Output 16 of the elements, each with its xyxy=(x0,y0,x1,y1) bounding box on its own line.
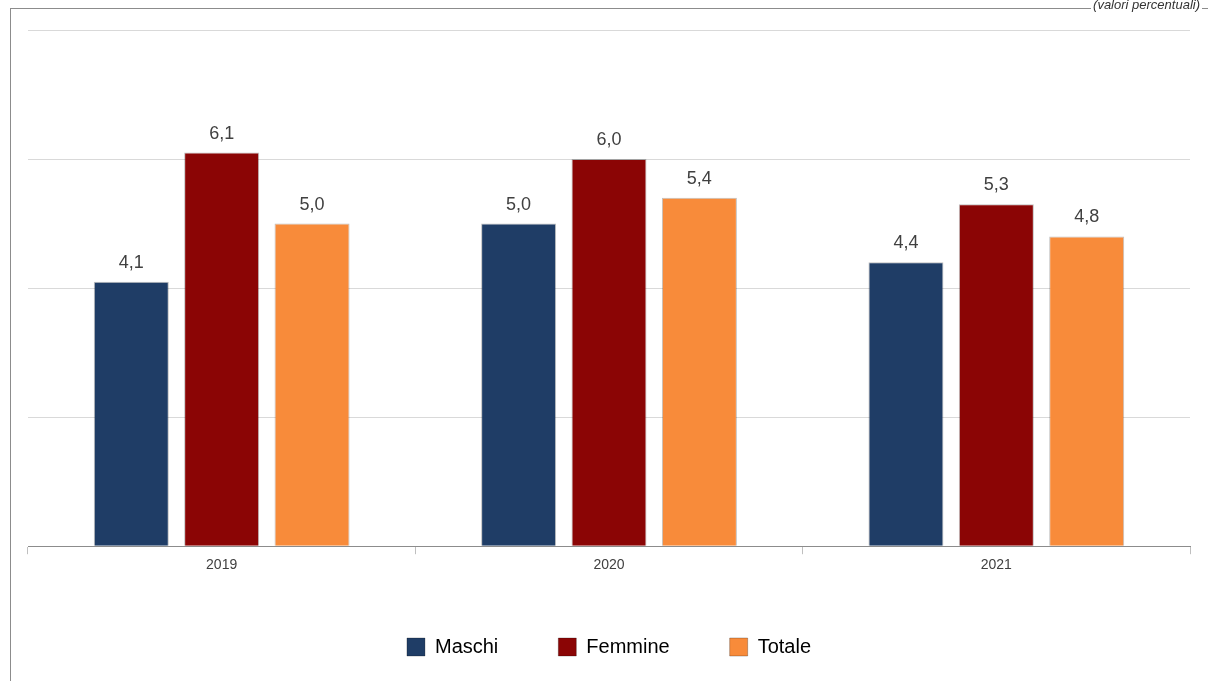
data-label: 6,1 xyxy=(209,122,235,143)
data-label: 5,3 xyxy=(983,174,1009,195)
data-label: 4,8 xyxy=(1074,206,1100,227)
x-tick-label: 2021 xyxy=(980,556,1013,573)
data-label: 5,4 xyxy=(686,167,712,188)
legend-label: Femmine xyxy=(586,634,670,657)
data-label: 4,1 xyxy=(118,251,144,272)
text: (valori percentuali) xyxy=(1091,0,1202,12)
x-tick-label: 2019 xyxy=(206,556,238,573)
data-label: 4,4 xyxy=(893,232,919,253)
data-label: 5,0 xyxy=(506,193,532,214)
legend-label: Maschi xyxy=(434,634,499,657)
data-label: 5,0 xyxy=(299,193,325,214)
legend-label: Totale xyxy=(757,634,812,657)
x-tick-label: 2020 xyxy=(593,556,625,573)
data-label: 6,0 xyxy=(596,129,622,150)
